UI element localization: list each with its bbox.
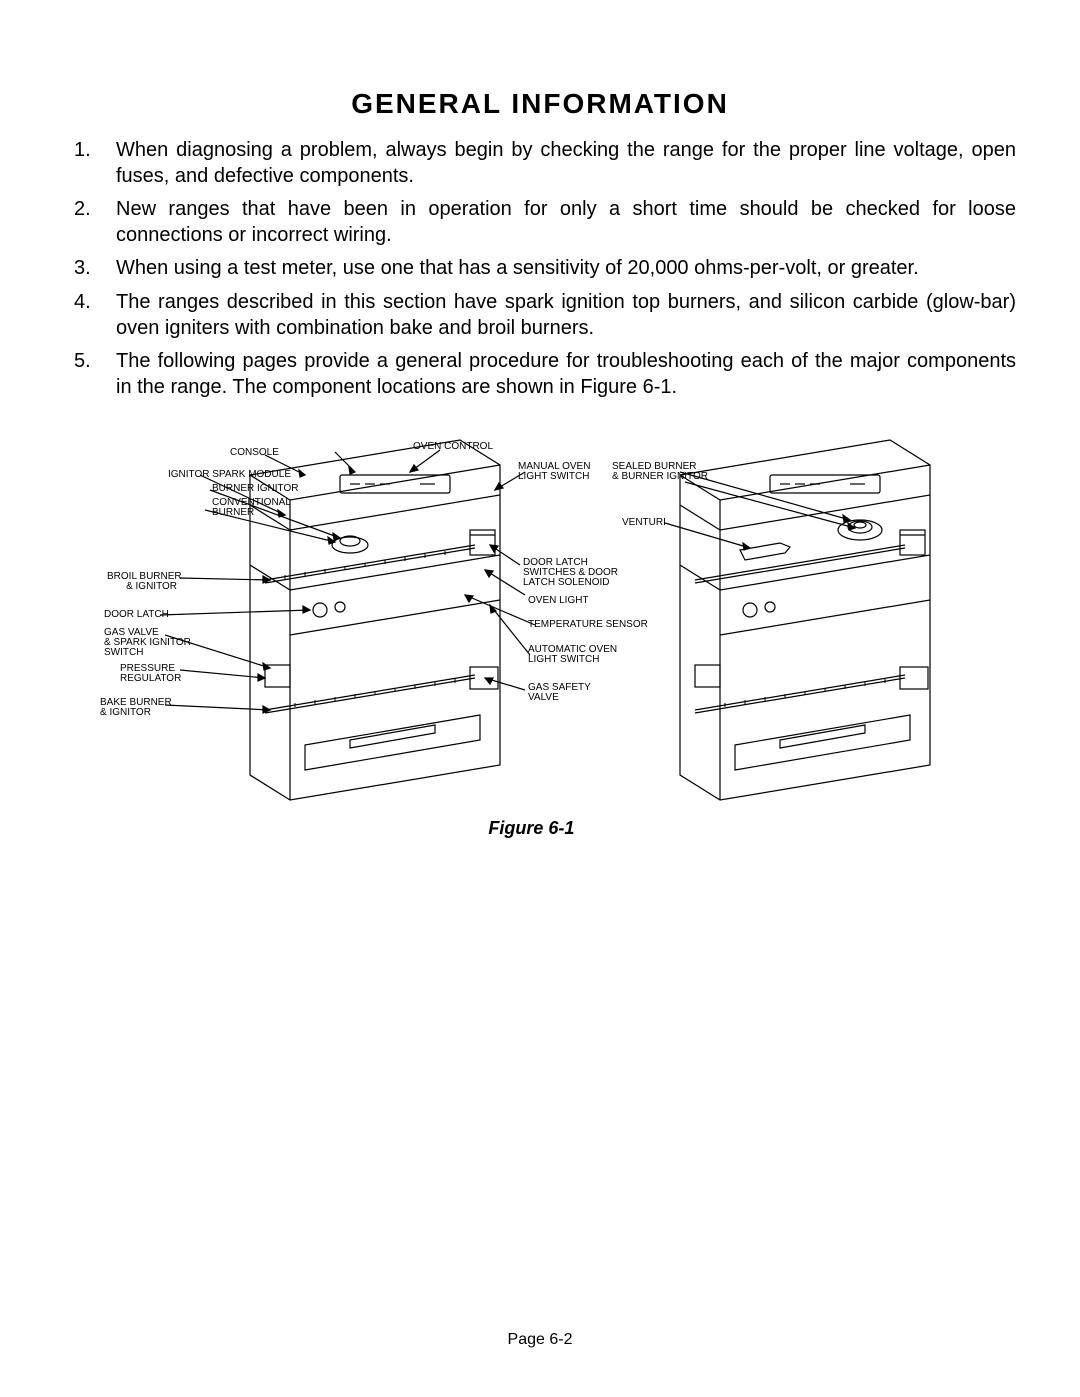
label-venturi: VENTURI (622, 518, 666, 529)
list-number: 2. (64, 197, 116, 248)
list-item: 3. When using a test meter, use one that… (64, 256, 1016, 282)
list-number: 3. (64, 256, 116, 282)
figure: CONSOLE IGNITOR SPARK MODULE BURNER IGNI… (110, 420, 970, 840)
list-number: 4. (64, 290, 116, 341)
page-number: Page 6-2 (0, 1331, 1080, 1349)
page-title: GENERAL INFORMATION (64, 88, 1016, 120)
list-number: 5. (64, 349, 116, 400)
label-auto-oven-2: LIGHT SWITCH (528, 655, 599, 666)
label-gas-safety-2: VALVE (528, 693, 559, 704)
label-console: CONSOLE (230, 448, 279, 459)
label-oven-control: OVEN CONTROL (413, 442, 493, 453)
numbered-list: 1. When diagnosing a problem, always beg… (64, 138, 1016, 400)
label-oven-light: OVEN LIGHT (528, 596, 589, 607)
list-item: 5. The following pages provide a general… (64, 349, 1016, 400)
figure-caption: Figure 6-1 (488, 818, 574, 839)
list-text: The following pages provide a general pr… (116, 349, 1016, 400)
list-text: When using a test meter, use one that ha… (116, 256, 1016, 282)
label-temp-sensor: TEMPERATURE SENSOR (528, 620, 648, 631)
label-door-latch: DOOR LATCH (104, 610, 169, 621)
label-conventional-2: BURNER (212, 508, 254, 519)
list-item: 1. When diagnosing a problem, always beg… (64, 138, 1016, 189)
list-text: When diagnosing a problem, always begin … (116, 138, 1016, 189)
label-burner-ignitor: BURNER IGNITOR (212, 484, 299, 495)
label-ignitor-spark-module: IGNITOR SPARK MODULE (168, 470, 291, 481)
list-item: 4. The ranges described in this section … (64, 290, 1016, 341)
list-number: 1. (64, 138, 116, 189)
page: GENERAL INFORMATION 1. When diagnosing a… (0, 0, 1080, 1397)
label-sealed-burner-2: & BURNER IGNITOR (612, 472, 708, 483)
list-item: 2. New ranges that have been in operatio… (64, 197, 1016, 248)
label-manual-oven-2: LIGHT SWITCH (518, 472, 589, 483)
label-broil-2: & IGNITOR (107, 582, 177, 593)
label-pressure-2: REGULATOR (120, 674, 181, 685)
list-text: New ranges that have been in operation f… (116, 197, 1016, 248)
list-text: The ranges described in this section hav… (116, 290, 1016, 341)
label-gas-valve-3: SWITCH (104, 648, 143, 659)
label-door-latch-sw-3: LATCH SOLENOID (523, 578, 610, 589)
label-bake-2: & IGNITOR (100, 708, 151, 719)
